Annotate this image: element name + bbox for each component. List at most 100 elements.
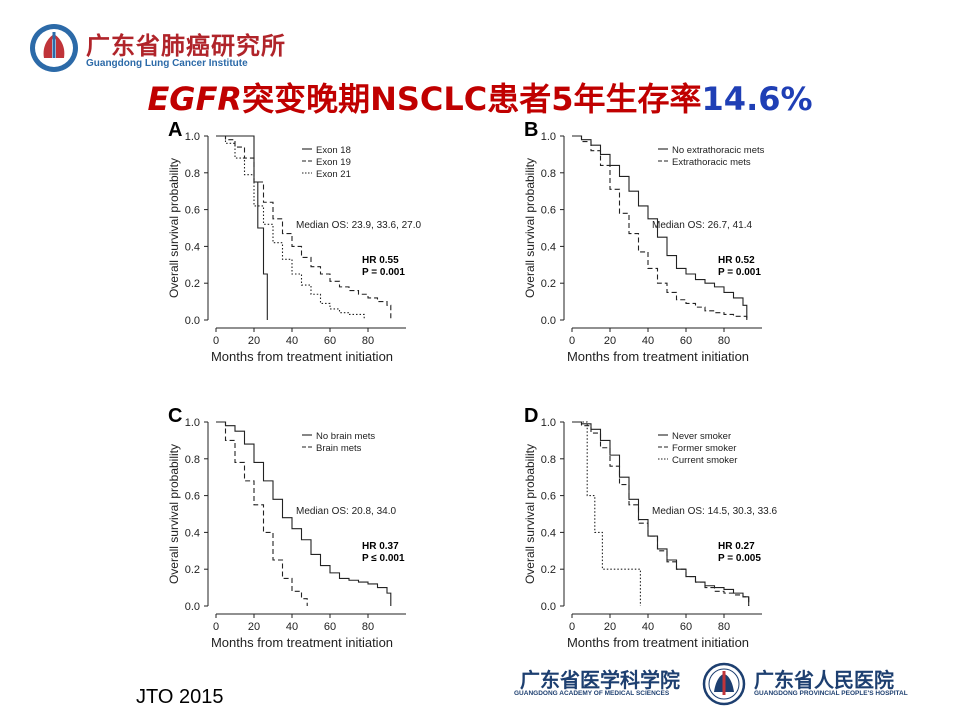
series-line-dotted [216, 135, 365, 320]
panel-label: C [168, 405, 182, 427]
y-axis-label: Overall survival probability [523, 158, 537, 298]
y-axis-label: Overall survival probability [167, 158, 181, 298]
p-value-label: P ≤ 0.001 [362, 553, 405, 564]
y-tick-label: 1.0 [541, 131, 556, 143]
series-line-solid [572, 135, 748, 320]
y-tick-label: 0.8 [185, 168, 200, 180]
y-tick-label: 0.8 [185, 454, 200, 466]
y-tick-label: 1.0 [185, 417, 200, 429]
median-os-annotation: Median OS: 14.5, 30.3, 33.6 [652, 506, 778, 517]
series-line-dashed [216, 421, 308, 606]
x-tick-label: 60 [324, 621, 336, 633]
y-tick-label: 0.0 [541, 601, 556, 613]
y-tick-label: 0.8 [541, 454, 556, 466]
institute-name-en: Guangdong Lung Cancer Institute [86, 58, 248, 69]
x-tick-label: 0 [569, 335, 575, 347]
y-tick-label: 0.6 [185, 205, 200, 217]
y-tick-label: 0.0 [185, 601, 200, 613]
y-axis-label: Overall survival probability [523, 444, 537, 584]
y-tick-label: 1.0 [185, 131, 200, 143]
hospital-name-cn: 广东省人民医院 [754, 668, 894, 692]
y-tick-label: 1.0 [541, 417, 556, 429]
x-tick-label: 20 [248, 335, 260, 347]
y-tick-label: 0.0 [185, 315, 200, 327]
y-tick-label: 0.2 [185, 564, 200, 576]
y-tick-label: 0.0 [541, 315, 556, 327]
hr-label: HR 0.37 [362, 541, 399, 552]
y-tick-label: 0.4 [185, 241, 200, 253]
y-tick-label: 0.4 [185, 527, 200, 539]
y-tick-label: 0.8 [541, 168, 556, 180]
legend-label: Exon 19 [316, 157, 351, 168]
y-tick-label: 0.6 [185, 491, 200, 503]
academy-name-en: GUANGDONG ACADEMY OF MEDICAL SCIENCES [514, 690, 670, 697]
academy-name-cn: 广东省医学科学院 [520, 668, 680, 692]
title-text: 突变晚期NSCLC患者5年生存率 [242, 80, 702, 118]
series-line-solid [216, 421, 392, 606]
x-tick-label: 0 [213, 335, 219, 347]
panel-label: A [168, 119, 182, 141]
km-panel-c: C 0.0 0.2 0.4 0.6 0.8 1.0 0 20 40 60 80 Months from … [167, 405, 406, 650]
p-value-label: P = 0.005 [718, 553, 761, 564]
series-line-solid [572, 421, 750, 606]
p-value-label: P = 0.001 [362, 267, 405, 278]
x-tick-label: 20 [248, 621, 260, 633]
series-line-dashed [216, 135, 392, 320]
hr-label: HR 0.55 [362, 255, 399, 266]
x-tick-label: 80 [718, 335, 730, 347]
x-tick-label: 80 [362, 335, 374, 347]
series-line-solid [216, 135, 268, 320]
y-tick-label: 0.2 [185, 278, 200, 290]
title-value: 14.6% [701, 80, 813, 118]
x-tick-label: 40 [286, 621, 298, 633]
x-tick-label: 40 [642, 621, 654, 633]
series-line-dashed [572, 135, 748, 320]
km-panel-b: B 0.0 0.2 0.4 0.6 0.8 1.0 0 20 40 60 80 Months from … [523, 119, 765, 364]
x-axis-label: Months from treatment initiation [567, 349, 749, 364]
median-os-annotation: Median OS: 26.7, 41.4 [652, 220, 753, 231]
x-tick-label: 0 [569, 621, 575, 633]
y-tick-label: 0.6 [541, 205, 556, 217]
hospital-name-en: GUANGDONG PROVINCIAL PEOPLE'S HOSPITAL [754, 690, 908, 697]
legend-label: Extrathoracic mets [672, 157, 751, 168]
institute-logo-icon [30, 24, 78, 72]
x-tick-label: 80 [718, 621, 730, 633]
legend-label: Brain mets [316, 443, 362, 454]
p-value-label: P = 0.001 [718, 267, 761, 278]
x-axis-label: Months from treatment initiation [211, 349, 393, 364]
series-line-dotted [572, 421, 641, 606]
median-os-annotation: Median OS: 20.8, 34.0 [296, 506, 397, 517]
x-tick-label: 60 [324, 335, 336, 347]
x-tick-label: 60 [680, 335, 692, 347]
legend-label: No extrathoracic mets [672, 145, 765, 156]
x-tick-label: 20 [604, 335, 616, 347]
x-tick-label: 0 [213, 621, 219, 633]
legend-label: Former smoker [672, 443, 736, 454]
panel-label: D [524, 405, 538, 427]
x-tick-label: 40 [286, 335, 298, 347]
footer-logos: 广东省医学科学院 GUANGDONG ACADEMY OF MEDICAL SC… [510, 660, 950, 710]
median-os-annotation: Median OS: 23.9, 33.6, 27.0 [296, 220, 422, 231]
y-tick-label: 0.4 [541, 527, 556, 539]
x-tick-label: 60 [680, 621, 692, 633]
title-gene: EGFR [147, 80, 243, 118]
x-tick-label: 80 [362, 621, 374, 633]
km-panel-a: A 0.0 0.2 0.4 0.6 0.8 1.0 0 20 40 60 80 Months from … [167, 119, 422, 364]
x-tick-label: 40 [642, 335, 654, 347]
hr-label: HR 0.52 [718, 255, 755, 266]
legend-label: Exon 21 [316, 169, 351, 180]
x-axis-label: Months from treatment initiation [567, 635, 749, 650]
legend-label: No brain mets [316, 431, 375, 442]
citation: JTO 2015 [136, 686, 224, 708]
y-tick-label: 0.6 [541, 491, 556, 503]
y-tick-label: 0.4 [541, 241, 556, 253]
series-line-dashed [572, 421, 750, 606]
y-axis-label: Overall survival probability [167, 444, 181, 584]
hospital-emblem-icon [702, 662, 746, 706]
x-tick-label: 20 [604, 621, 616, 633]
x-axis-label: Months from treatment initiation [211, 635, 393, 650]
legend-label: Exon 18 [316, 145, 351, 156]
legend-label: Current smoker [672, 455, 737, 466]
panel-label: B [524, 119, 538, 141]
hr-label: HR 0.27 [718, 541, 755, 552]
